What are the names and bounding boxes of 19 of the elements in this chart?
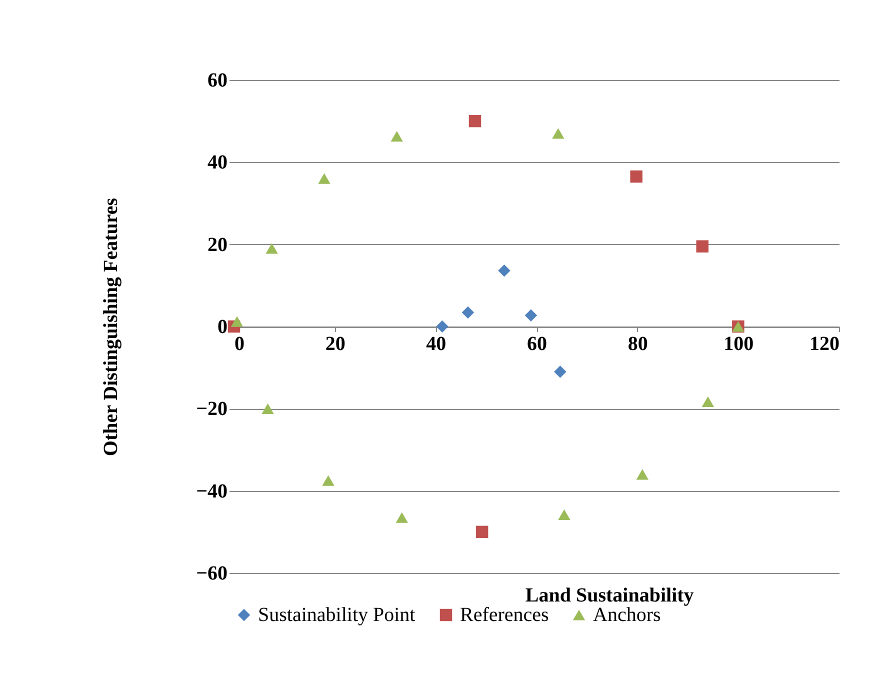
x-tick-label: 100 (724, 333, 754, 355)
x-tick-label: 60 (527, 333, 547, 355)
x-tick-label: 40 (426, 333, 446, 355)
y-tick-label: 40 (208, 152, 228, 174)
legend-label: Sustainability Point (258, 604, 416, 626)
x-axis-title: Land Sustainability (525, 584, 694, 606)
x-tick-label: 120 (810, 333, 840, 355)
x-tick-label: 0 (234, 333, 244, 355)
y-tick-label: 20 (208, 234, 228, 256)
y-tick-label: 0 (218, 316, 228, 338)
x-tick-label: 80 (628, 333, 648, 355)
legend-label: Anchors (593, 604, 661, 626)
y-tick-label: −60 (196, 562, 228, 584)
x-tick-label: 20 (325, 333, 346, 355)
y-tick-label: −20 (196, 398, 228, 420)
y-tick-label: 60 (208, 70, 228, 92)
legend-label: References (460, 604, 550, 626)
y-axis-title: Other Distinguishing Features (100, 198, 122, 456)
y-tick-label: −40 (196, 480, 228, 502)
